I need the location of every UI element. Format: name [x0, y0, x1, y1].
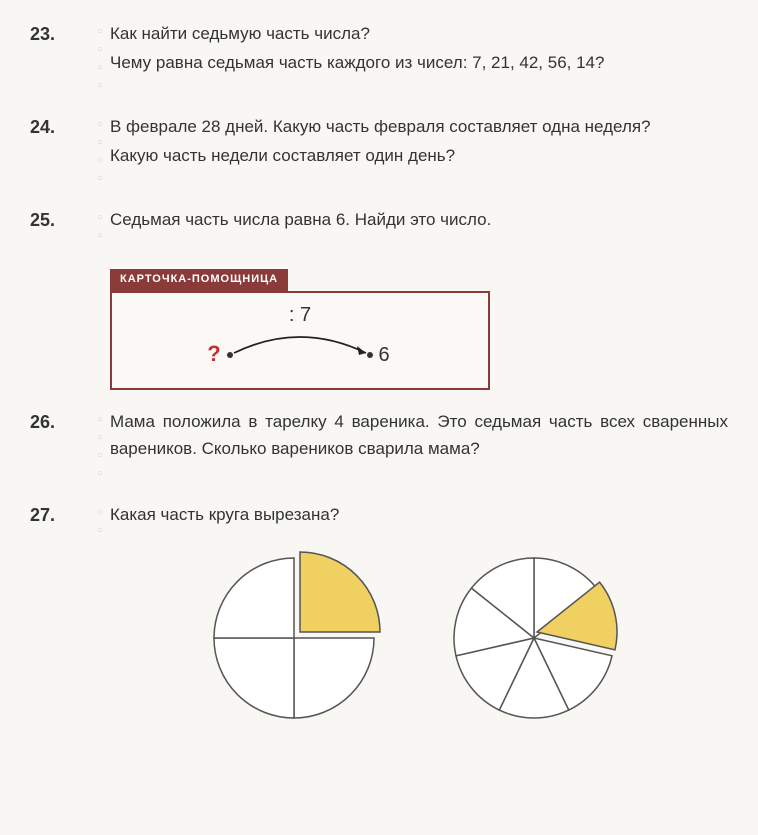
result-value: 6 [378, 344, 389, 366]
left-dot [227, 352, 233, 358]
problem-text: Седьмая часть числа равна 6. Найди это ч… [110, 206, 728, 245]
problem-line: В феврале 28 дней. Какую часть февраля с… [110, 113, 728, 140]
problem-text: В феврале 28 дней. Какую часть февраля с… [110, 113, 728, 188]
operation-label: : 7 [289, 304, 311, 326]
problem-text: Как найти седьмую часть числа? Чему равн… [110, 20, 728, 95]
problem-25: 25. ○○ Седьмая часть числа равна 6. Найд… [30, 206, 728, 245]
right-dot [367, 352, 373, 358]
arc-arrow [234, 337, 366, 353]
problem-line: Мама положила в тарелку 4 вареника. Это … [110, 408, 728, 462]
problem-number: 26. [30, 408, 90, 483]
helper-card-body: : 7 ? 6 [110, 291, 490, 390]
problem-number: 27. [30, 501, 90, 723]
dots-margin: ○○○○ [90, 20, 110, 95]
problem-23: 23. ○○○○ Как найти седьмую часть числа? … [30, 20, 728, 95]
circle-sevenths [444, 543, 634, 723]
arrow-diagram: : 7 ? 6 [170, 303, 430, 373]
problem-24: 24. ○○○○ В феврале 28 дней. Какую часть … [30, 113, 728, 188]
problem-line: Как найти седьмую часть числа? [110, 20, 728, 47]
circles-row [110, 543, 728, 723]
problem-line: Седьмая часть числа равна 6. Найди это ч… [110, 206, 728, 233]
helper-card-tab: КАРТОЧКА-ПОМОЩНИЦА [110, 269, 288, 291]
problem-26: 26. ○○○○ Мама положила в тарелку 4 варен… [30, 408, 728, 483]
question-mark: ? [207, 341, 220, 366]
helper-card: КАРТОЧКА-ПОМОЩНИЦА : 7 ? 6 [110, 263, 490, 390]
dots-margin: ○○○○ [90, 408, 110, 483]
circle-quarters [204, 543, 394, 723]
dots-margin: ○○○○ [90, 113, 110, 188]
problem-number: 25. [30, 206, 90, 245]
dots-margin: ○○ [90, 501, 110, 723]
problem-line: Какая часть круга вырезана? [110, 501, 728, 528]
problem-number: 24. [30, 113, 90, 188]
problem-text: Мама положила в тарелку 4 вареника. Это … [110, 408, 728, 483]
arrowhead-icon [357, 346, 366, 355]
problem-text: Какая часть круга вырезана? [110, 501, 728, 723]
problem-line: Чему равна седьмая часть каждого из чисе… [110, 49, 728, 76]
problem-line: Какую часть недели составляет один день? [110, 142, 728, 169]
dots-margin: ○○ [90, 206, 110, 245]
problem-27: 27. ○○ Какая часть круга вырезана? [30, 501, 728, 723]
problem-number: 23. [30, 20, 90, 95]
